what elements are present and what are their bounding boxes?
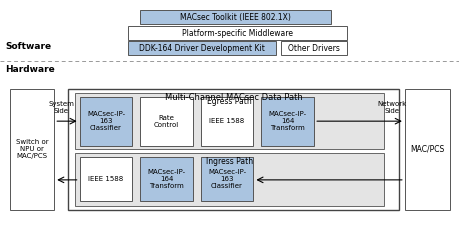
Bar <box>10 89 54 210</box>
Text: System
Side: System Side <box>48 101 74 114</box>
Text: MACsec-IP-
164
Transform: MACsec-IP- 164 Transform <box>268 111 306 131</box>
Text: MACsec-IP-
163
Classifier: MACsec-IP- 163 Classifier <box>207 169 246 189</box>
Text: Egress Path: Egress Path <box>207 97 251 106</box>
Text: MACsec-IP-
163
Classifier: MACsec-IP- 163 Classifier <box>87 111 125 131</box>
Text: MAC/PCS: MAC/PCS <box>409 145 443 154</box>
Text: Rate
Control: Rate Control <box>154 115 179 128</box>
Bar <box>74 153 383 206</box>
Text: IEEE 1588: IEEE 1588 <box>88 176 123 182</box>
Text: Platform-specific Middleware: Platform-specific Middleware <box>182 29 292 38</box>
Bar <box>74 93 383 149</box>
Bar <box>404 89 449 210</box>
Bar <box>200 157 253 201</box>
Text: MACsec-IP-
164
Transform: MACsec-IP- 164 Transform <box>147 169 185 189</box>
Bar <box>140 10 330 24</box>
Text: IEEE 1588: IEEE 1588 <box>209 118 244 124</box>
Bar <box>68 89 398 210</box>
Text: Network
Side: Network Side <box>377 101 406 114</box>
Bar <box>261 97 313 146</box>
Text: Software: Software <box>6 42 51 51</box>
Text: MACsec Toolkit (IEEE 802.1X): MACsec Toolkit (IEEE 802.1X) <box>180 13 291 22</box>
Bar <box>128 26 347 40</box>
Bar <box>79 97 132 146</box>
Text: Ingress Path: Ingress Path <box>205 157 252 166</box>
Bar <box>200 97 253 146</box>
Bar <box>128 41 275 55</box>
Bar <box>140 157 193 201</box>
Text: DDK-164 Driver Development Kit: DDK-164 Driver Development Kit <box>139 44 264 53</box>
Bar <box>79 157 132 201</box>
Bar <box>140 97 193 146</box>
Text: Hardware: Hardware <box>6 65 55 74</box>
Text: Other Drivers: Other Drivers <box>287 44 339 53</box>
Text: Multi-Channel MACsec Data Path: Multi-Channel MACsec Data Path <box>164 93 302 102</box>
Text: Switch or
NPU or
MAC/PCS: Switch or NPU or MAC/PCS <box>16 139 48 159</box>
Bar <box>280 41 347 55</box>
